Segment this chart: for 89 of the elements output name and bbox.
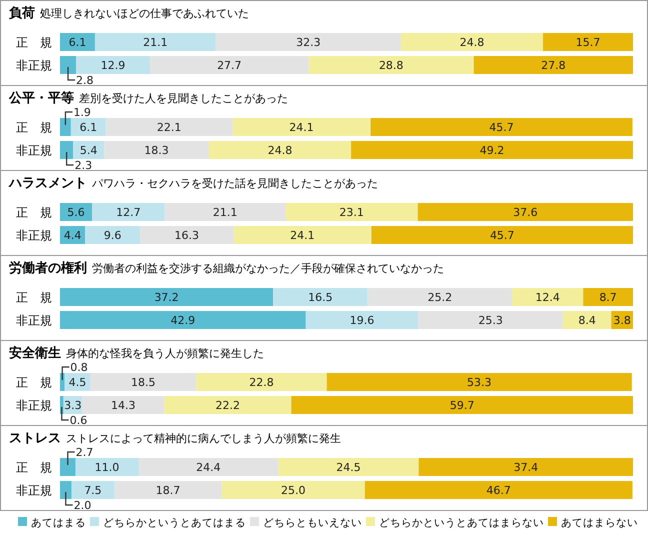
- data-label: 6.1: [68, 36, 86, 49]
- data-label: 11.0: [94, 461, 120, 474]
- data-label: 42.9: [170, 314, 196, 327]
- data-label: 25.3: [478, 314, 503, 327]
- data-label: 21.1: [212, 206, 238, 219]
- data-label: 4.4: [64, 229, 82, 242]
- data-label: 22.1: [156, 121, 182, 134]
- data-label: 21.1: [143, 36, 168, 49]
- data-label: 46.7: [486, 484, 511, 497]
- data-label: 0.8: [70, 361, 88, 374]
- data-label: 5.6: [67, 206, 85, 219]
- data-label: 0.6: [70, 414, 88, 427]
- legend-label: あてはまる: [31, 517, 86, 529]
- legend-label: どちらかというとあてはまらない: [379, 517, 544, 529]
- category: 非正規: [16, 228, 52, 242]
- data-label: 24.8: [268, 144, 292, 157]
- data-label: 7.5: [84, 484, 102, 497]
- category: 非正規: [16, 484, 52, 498]
- category: 非正規: [16, 58, 52, 72]
- data-label: 49.2: [480, 144, 504, 157]
- data-label: 19.6: [350, 314, 374, 327]
- chart-subtitle: ストレスによって精神的に病んでしまう人が頻繁に発生: [66, 432, 341, 445]
- data-label: 37.6: [513, 206, 538, 219]
- data-label: 8.7: [599, 291, 617, 304]
- category: 非正規: [16, 144, 52, 158]
- data-label: 24.5: [336, 461, 361, 474]
- data-label: 25.0: [280, 484, 306, 497]
- data-label: 53.3: [467, 376, 492, 389]
- data-label: 16.5: [308, 291, 333, 304]
- category: 非正規: [16, 314, 52, 328]
- data-label: 24.8: [460, 36, 484, 49]
- data-label: 4.5: [68, 376, 86, 389]
- data-label: 18.3: [144, 144, 169, 157]
- data-label: 18.5: [131, 376, 156, 389]
- chart-title: ストレス: [9, 431, 61, 446]
- category: 正 規: [16, 460, 52, 474]
- data-label: 32.3: [296, 36, 321, 49]
- data-label: 59.7: [450, 399, 474, 412]
- data-label: 23.1: [339, 206, 364, 219]
- data-label: 37.4: [514, 461, 538, 474]
- data-label: 25.2: [428, 291, 452, 304]
- chart-subtitle: 処理しきれないほどの仕事であふれていた: [40, 7, 249, 20]
- data-label: 22.2: [215, 399, 240, 412]
- data-label: 2.7: [76, 446, 94, 459]
- chart-subtitle: 労働者の利益を交渉する組織がなかった／手段が確保されていなかった: [92, 262, 444, 275]
- data-label: 24.1: [290, 229, 315, 242]
- legend-label: どちらともいえない: [263, 517, 362, 529]
- data-label: 24.1: [289, 121, 314, 134]
- legend-label: あてはまらない: [561, 517, 638, 529]
- data-label: 27.8: [541, 59, 566, 72]
- chart-title: 安全衛生: [9, 345, 61, 361]
- data-label: 2.8: [76, 74, 94, 87]
- chart-title: 負荷: [9, 5, 35, 21]
- chart-subtitle: 差別を受けた人を見聞きしたことがあった: [79, 92, 288, 105]
- data-label: 15.7: [576, 36, 600, 49]
- category: 正 規: [16, 206, 52, 220]
- chart-subtitle: 身体的な怪我を負う人が頻繁に発生した: [66, 347, 264, 360]
- data-label: 28.8: [378, 59, 404, 72]
- data-label: 1.9: [73, 106, 91, 119]
- data-label: 27.7: [217, 59, 242, 72]
- data-label: 22.8: [249, 376, 274, 389]
- data-label: 18.7: [156, 484, 180, 497]
- category: 正 規: [16, 120, 52, 134]
- data-label: 12.4: [535, 291, 560, 304]
- chart-subtitle: パワハラ・セクハラを受けた話を見聞きしたことがあった: [91, 177, 378, 190]
- data-label: 45.7: [490, 229, 514, 242]
- data-label: 37.2: [154, 291, 179, 304]
- data-label: 3.8: [613, 314, 631, 327]
- data-label: 16.3: [174, 229, 200, 242]
- legend-label: どちらかというとあてはまる: [103, 517, 246, 529]
- data-label: 5.4: [80, 144, 98, 157]
- chart-title: 労働者の権利: [9, 260, 87, 276]
- data-label: 9.6: [104, 229, 122, 242]
- data-label: 24.4: [196, 461, 221, 474]
- chart-title: 公平・平等: [8, 91, 74, 106]
- category: 正 規: [16, 290, 52, 304]
- data-label: 2.0: [74, 499, 92, 512]
- data-label: 45.7: [489, 121, 514, 134]
- data-label: 14.3: [111, 399, 136, 412]
- category: 正 規: [16, 36, 52, 50]
- category: 正 規: [16, 376, 52, 390]
- data-label: 3.3: [64, 399, 82, 412]
- data-label: 12.9: [100, 59, 126, 72]
- data-label: 6.1: [80, 121, 98, 134]
- category: 非正規: [16, 398, 52, 412]
- chart-title: ハラスメント: [8, 176, 87, 191]
- data-label: 12.7: [116, 206, 141, 219]
- data-label: 8.4: [578, 314, 596, 327]
- data-label: 2.3: [74, 159, 92, 172]
